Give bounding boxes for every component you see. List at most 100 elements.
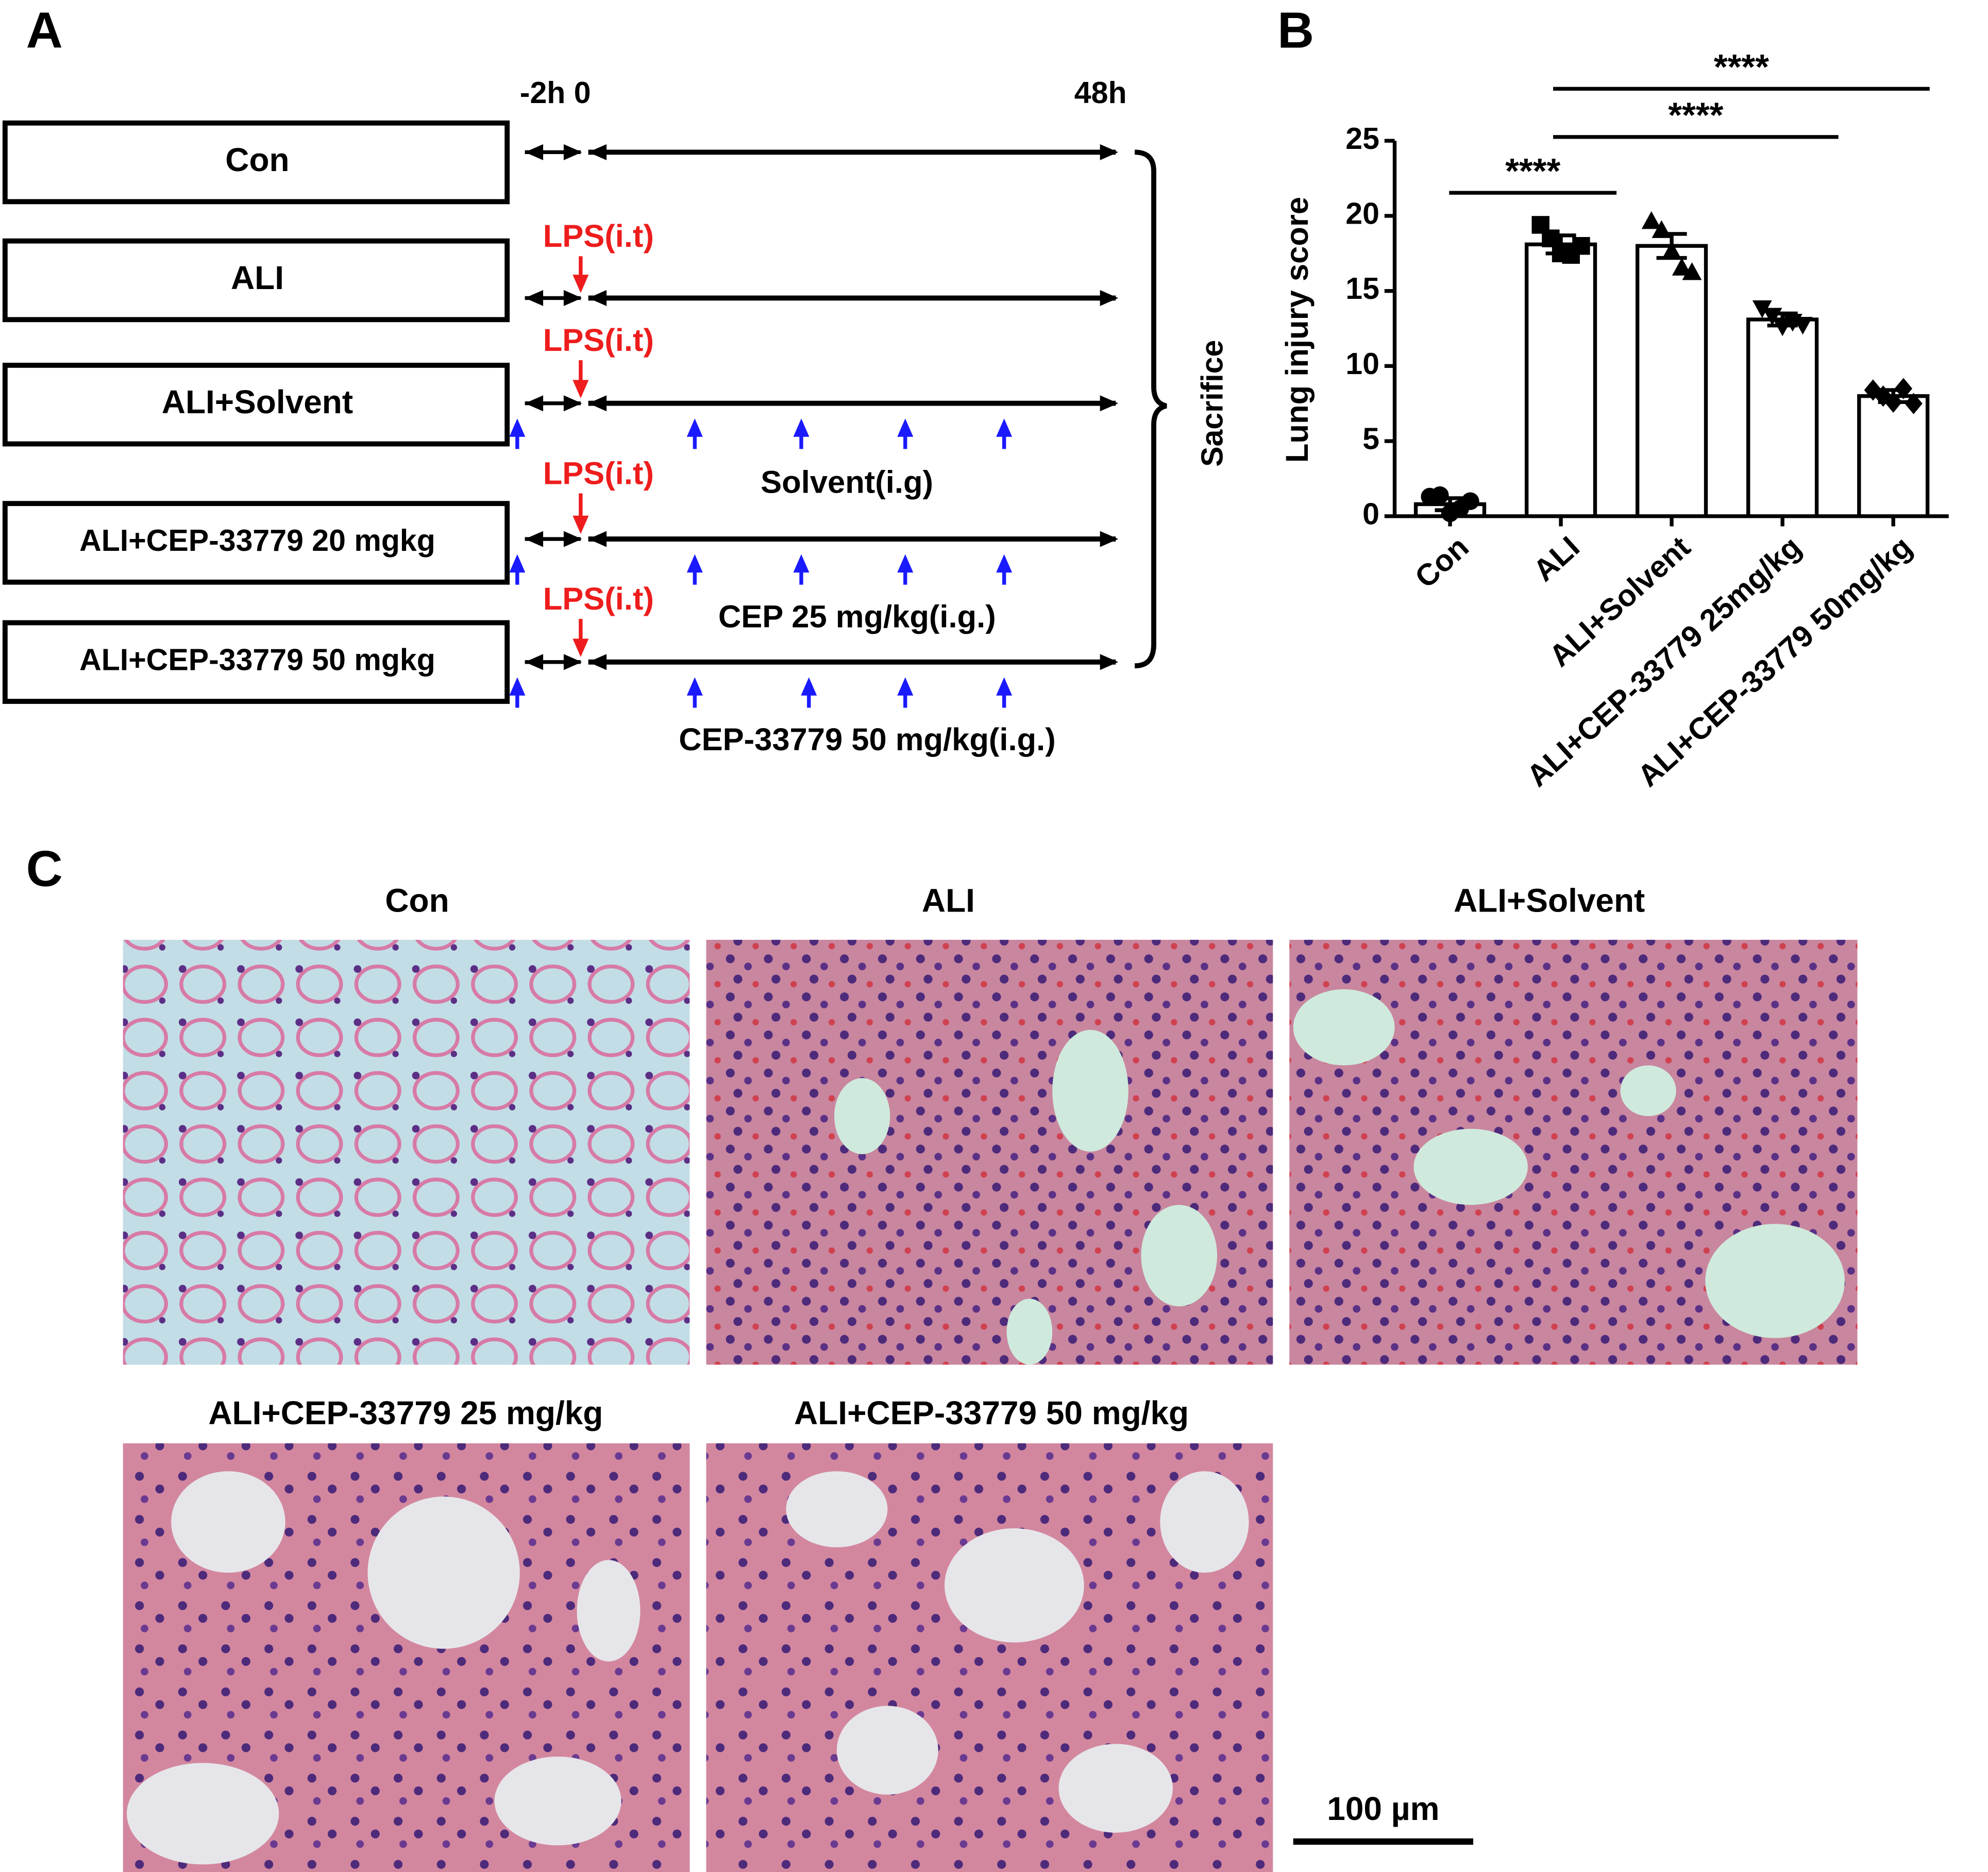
- arrow-head: [563, 144, 582, 160]
- arrow-head: [563, 654, 582, 670]
- micrograph: [123, 939, 690, 1365]
- arrow-head: [525, 290, 544, 306]
- y-tick-label: 10: [1345, 347, 1379, 381]
- data-point: [1905, 393, 1923, 414]
- lps-label: LPS(i.t): [543, 581, 654, 617]
- arrow-head: [897, 677, 914, 696]
- airspace: [1052, 1030, 1128, 1152]
- arrow-head: [686, 554, 703, 573]
- arrow-head: [793, 554, 810, 573]
- arrow-head: [1100, 654, 1119, 670]
- treatment-label: CEP-33779 50 mg/kg(i.g.): [679, 722, 1055, 757]
- data-point: [1793, 316, 1813, 335]
- data-point: [1672, 258, 1692, 276]
- arrow-head: [686, 418, 703, 437]
- treatment-label: Solvent(i.g): [761, 464, 933, 500]
- arrow-head: [563, 290, 582, 306]
- arrow-head: [563, 395, 582, 412]
- group-label: ALI+CEP-33779 50 mgkg: [79, 643, 435, 677]
- arrow-head: [588, 290, 607, 306]
- group-label: Con: [225, 141, 289, 178]
- data-point: [1641, 211, 1661, 229]
- bar: [1635, 244, 1708, 518]
- group-box: [2, 501, 510, 585]
- significance-label: ****: [1505, 151, 1560, 191]
- group-label: ALI+CEP-33779 20 mgkg: [79, 524, 435, 558]
- airspace: [494, 1757, 621, 1846]
- group-label: ALI: [231, 259, 284, 296]
- arrow-head: [588, 654, 607, 670]
- airspace: [127, 1763, 279, 1865]
- arrow-head: [1100, 290, 1119, 306]
- x-tick-label: ALI: [1527, 530, 1586, 588]
- x-tick-label: Con: [1408, 530, 1475, 595]
- airspace: [1058, 1744, 1173, 1833]
- arrow-head: [588, 144, 607, 160]
- arrow-head: [897, 418, 914, 437]
- airspace: [1620, 1065, 1676, 1117]
- arrow-head: [996, 554, 1013, 573]
- y-tick-label: 5: [1362, 422, 1379, 456]
- airspace: [171, 1471, 285, 1573]
- significance-label: ****: [1668, 95, 1723, 135]
- arrow-head: [563, 531, 582, 547]
- group-box: [2, 120, 510, 205]
- image-title: ALI+CEP-33779 50 mg/kg: [794, 1394, 1189, 1431]
- data-point: [1431, 486, 1449, 504]
- panel-letter: C: [26, 840, 63, 897]
- airspace: [1413, 1128, 1528, 1205]
- arrow-head: [509, 554, 526, 573]
- arrow-head: [801, 677, 817, 696]
- panel-letter: B: [1277, 2, 1314, 58]
- airspace: [1160, 1471, 1249, 1573]
- timeline-group: Con ALI LPS(i.t) ALI+Solvent LPS(i.t) Solvent…: [2, 120, 1119, 757]
- panel-letter: A: [26, 2, 63, 58]
- time-label: -2h 0: [520, 76, 591, 110]
- image-title: ALI+Solvent: [1454, 882, 1645, 919]
- arrow-head: [509, 677, 526, 696]
- arrow-head: [525, 654, 544, 670]
- airspace: [836, 1706, 938, 1795]
- arrow-head: [572, 638, 589, 657]
- airspace: [834, 1078, 890, 1154]
- y-axis-label: Lung injury score: [1279, 197, 1315, 463]
- data-point: [1752, 300, 1772, 318]
- bar: [1746, 317, 1819, 518]
- arrow-head: [588, 531, 607, 547]
- group-box: [2, 362, 510, 447]
- arrow-head: [996, 677, 1013, 696]
- arrow-head: [793, 418, 810, 437]
- arrow-head: [525, 531, 544, 547]
- image-title: ALI: [922, 882, 975, 919]
- arrow-head: [588, 395, 607, 412]
- group-box: [2, 238, 510, 323]
- image-title: Con: [385, 882, 449, 919]
- treatment-label: CEP 25 mg/kg(i.g.): [718, 599, 996, 634]
- arrow-head: [572, 275, 589, 293]
- y-tick-label: 0: [1362, 497, 1379, 531]
- airspace: [1006, 1298, 1053, 1365]
- lps-label: LPS(i.t): [543, 218, 654, 254]
- arrow-head: [996, 418, 1013, 437]
- y-tick-label: 15: [1345, 272, 1379, 306]
- bar: [1524, 242, 1597, 518]
- endpoint-label: Sacrifice: [1195, 340, 1229, 467]
- y-tick-label: 20: [1345, 197, 1379, 231]
- group-label: ALI+Solvent: [162, 383, 353, 420]
- y-tick-label: 25: [1345, 122, 1379, 156]
- arrow-head: [1100, 531, 1119, 547]
- airspace: [945, 1528, 1084, 1643]
- data-point: [1461, 492, 1479, 510]
- bar: [1857, 394, 1930, 518]
- airspace: [577, 1560, 641, 1662]
- arrow-head: [509, 418, 526, 437]
- image-title: ALI+CEP-33779 25 mg/kg: [208, 1394, 603, 1431]
- scale-bar-label: 100 µm: [1327, 1790, 1439, 1827]
- arrow-head: [572, 380, 589, 398]
- data-point: [1682, 262, 1702, 280]
- airspace: [786, 1471, 888, 1547]
- airspace: [1705, 1224, 1845, 1338]
